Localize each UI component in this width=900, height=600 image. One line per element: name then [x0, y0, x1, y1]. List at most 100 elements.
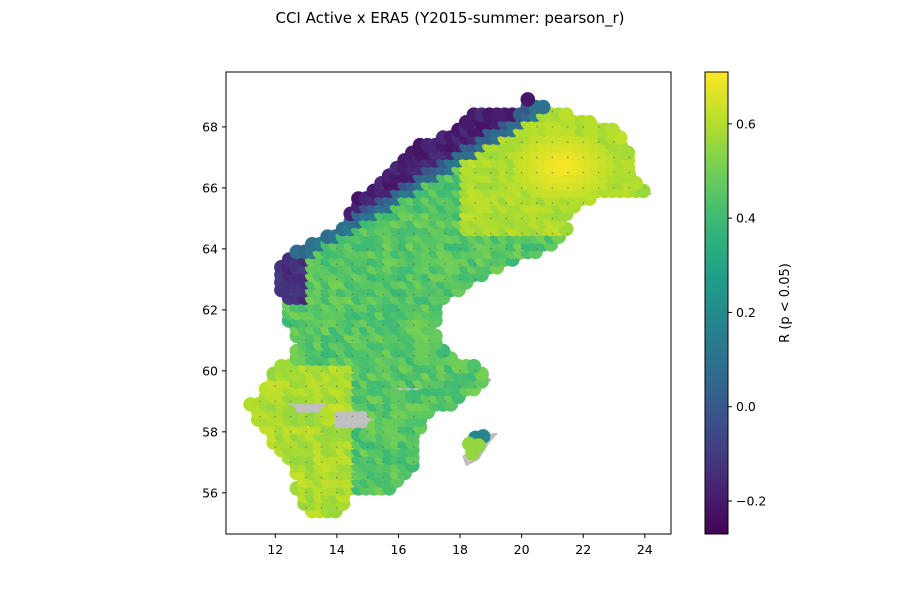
grid-marker	[382, 415, 384, 418]
grid-marker	[428, 156, 431, 159]
grid-marker	[336, 232, 338, 235]
grid-marker	[520, 126, 523, 128]
grid-marker	[443, 202, 446, 204]
colorbar-tick-label: −0.2	[736, 494, 766, 509]
grid-marker	[505, 187, 508, 189]
grid-marker	[397, 232, 400, 235]
grid-marker	[474, 187, 477, 189]
grid-marker	[320, 446, 323, 448]
grid-marker	[443, 156, 446, 159]
grid-marker	[305, 339, 307, 342]
grid-marker	[397, 415, 400, 418]
grid-marker	[397, 217, 400, 220]
grid-marker	[613, 156, 615, 159]
grid-marker	[366, 248, 369, 250]
grid-marker	[490, 217, 492, 220]
grid-marker	[320, 400, 323, 403]
grid-marker	[289, 400, 292, 403]
grid-marker	[289, 293, 292, 296]
grid-marker	[413, 248, 415, 250]
grid-marker	[628, 187, 631, 189]
grid-marker	[382, 202, 384, 204]
grid-marker	[413, 263, 415, 265]
grid-marker	[505, 217, 508, 220]
grid-marker	[443, 141, 446, 143]
grid-marker	[505, 232, 508, 235]
grid-marker	[413, 385, 415, 387]
x-axis: 12 14 16 18 20 22 24	[267, 534, 653, 557]
grid-marker	[351, 461, 354, 464]
colorbar-label: R (p < 0.05)	[778, 263, 793, 343]
grid-marker	[351, 415, 354, 418]
data-point	[535, 99, 551, 115]
grid-marker	[397, 324, 400, 326]
grid-marker	[336, 354, 338, 357]
grid-marker	[505, 126, 508, 128]
y-tick-label: 66	[202, 180, 218, 195]
grid-marker	[382, 309, 384, 311]
grid-marker	[351, 339, 354, 342]
grid-marker	[397, 278, 400, 281]
grid-marker	[413, 431, 415, 433]
grid-marker	[320, 492, 323, 494]
grid-marker	[305, 492, 307, 494]
grid-marker	[582, 141, 584, 143]
grid-marker	[428, 324, 431, 326]
grid-marker	[551, 156, 554, 159]
grid-marker	[536, 171, 538, 174]
grid-marker	[428, 370, 431, 372]
grid-marker	[397, 461, 400, 464]
grid-marker	[259, 400, 261, 403]
grid-marker	[366, 370, 369, 372]
grid-marker	[336, 446, 338, 448]
grid-marker	[366, 385, 369, 387]
grid-marker	[397, 171, 400, 174]
grid-marker	[474, 232, 477, 235]
grid-marker	[413, 202, 415, 204]
grid-marker	[520, 156, 523, 159]
grid-marker	[520, 141, 523, 143]
grid-marker	[459, 278, 461, 281]
grid-marker	[428, 400, 431, 403]
grid-marker	[520, 187, 523, 189]
grid-marker	[505, 156, 508, 159]
grid-marker	[597, 156, 600, 159]
grid-marker	[567, 187, 569, 189]
grid-marker	[413, 354, 415, 357]
grid-marker	[536, 202, 538, 204]
grid-marker	[397, 385, 400, 387]
grid-marker	[274, 385, 277, 387]
grid-marker	[490, 171, 492, 174]
grid-marker	[459, 232, 461, 235]
grid-marker	[305, 461, 307, 464]
grid-marker	[520, 202, 523, 204]
grid-marker	[382, 232, 384, 235]
grid-marker	[289, 278, 292, 281]
grid-marker	[259, 415, 261, 418]
data-point	[605, 122, 620, 138]
grid-marker	[474, 370, 477, 372]
grid-marker	[382, 339, 384, 342]
grid-marker	[289, 324, 292, 326]
grid-marker	[320, 339, 323, 342]
grid-marker	[567, 126, 569, 128]
grid-marker	[382, 476, 384, 479]
y-tick-label: 64	[202, 241, 218, 256]
grid-marker	[366, 278, 369, 281]
grid-marker	[520, 110, 523, 113]
grid-marker	[490, 202, 492, 204]
grid-marker	[428, 217, 431, 220]
grid-marker	[413, 324, 415, 326]
plot-area	[225, 71, 672, 535]
grid-marker	[459, 248, 461, 250]
grid-marker	[336, 370, 338, 372]
grid-marker	[351, 385, 354, 387]
grid-marker	[382, 217, 384, 220]
grid-marker	[320, 309, 323, 311]
grid-marker	[443, 171, 446, 174]
grid-marker	[320, 324, 323, 326]
y-tick-label: 56	[202, 485, 218, 500]
grid-marker	[366, 339, 369, 342]
grid-marker	[505, 248, 508, 250]
grid-marker	[320, 431, 323, 433]
